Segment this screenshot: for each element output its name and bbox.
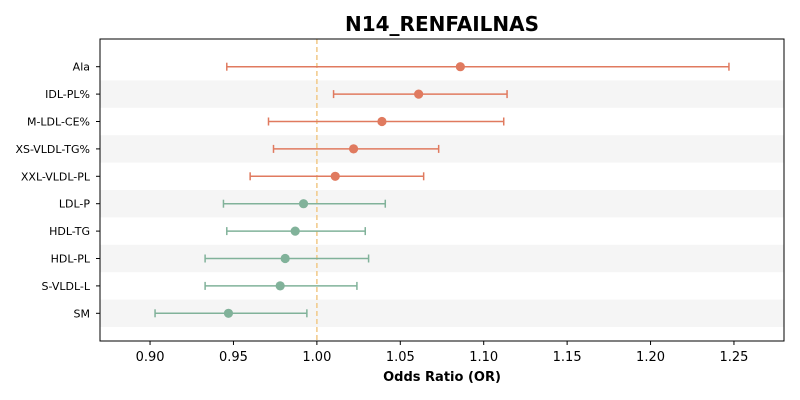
x-axis-label: Odds Ratio (OR) [383, 370, 501, 385]
or-point [414, 89, 424, 99]
row-shade [100, 190, 784, 218]
or-point [455, 62, 465, 72]
or-point [223, 308, 234, 318]
y-tick-label: SM [74, 307, 90, 320]
y-tick-label: HDL-TG [49, 225, 90, 238]
y-tick-label: LDL-P [59, 198, 91, 211]
or-point [280, 253, 290, 264]
x-tick-label: 1.25 [719, 350, 748, 365]
x-tick-label: 1.00 [302, 350, 331, 365]
x-tick-label: 0.95 [219, 350, 248, 365]
y-tick-label: M-LDL-CE% [27, 116, 90, 129]
or-point [348, 144, 359, 154]
y-tick-label: S-VLDL-L [42, 280, 91, 293]
row-shade [100, 135, 784, 163]
axes-group: Ala IDL-PL% M-LDL-CE% XS-VLDL-TG% XXL-VLDL-P… [15, 38, 785, 365]
chart-title: N14_RENFAILNAS [345, 12, 539, 36]
or-point [377, 116, 387, 127]
row-shade [100, 244, 784, 273]
plot-frame [99, 38, 785, 342]
y-tick-label: XS-VLDL-TG% [15, 143, 90, 156]
y-tick-label: IDL-PL% [45, 88, 90, 101]
or-point [275, 281, 285, 291]
or-point [298, 199, 309, 209]
x-tick-label: 1.20 [636, 350, 665, 365]
marks-group [154, 62, 730, 318]
x-tick-label: 1.05 [386, 350, 415, 365]
y-tick-label: XXL-VLDL-PL [21, 170, 91, 183]
y-tick-label: Ala [73, 61, 90, 74]
row-shading-group [100, 80, 784, 327]
or-point [290, 226, 300, 236]
y-tick-label: HDL-PL [51, 253, 91, 266]
or-point [330, 171, 340, 181]
x-tick-label: 0.90 [136, 350, 165, 365]
x-tick-label: 1.15 [553, 350, 582, 365]
x-tick-label: 1.10 [469, 350, 498, 365]
